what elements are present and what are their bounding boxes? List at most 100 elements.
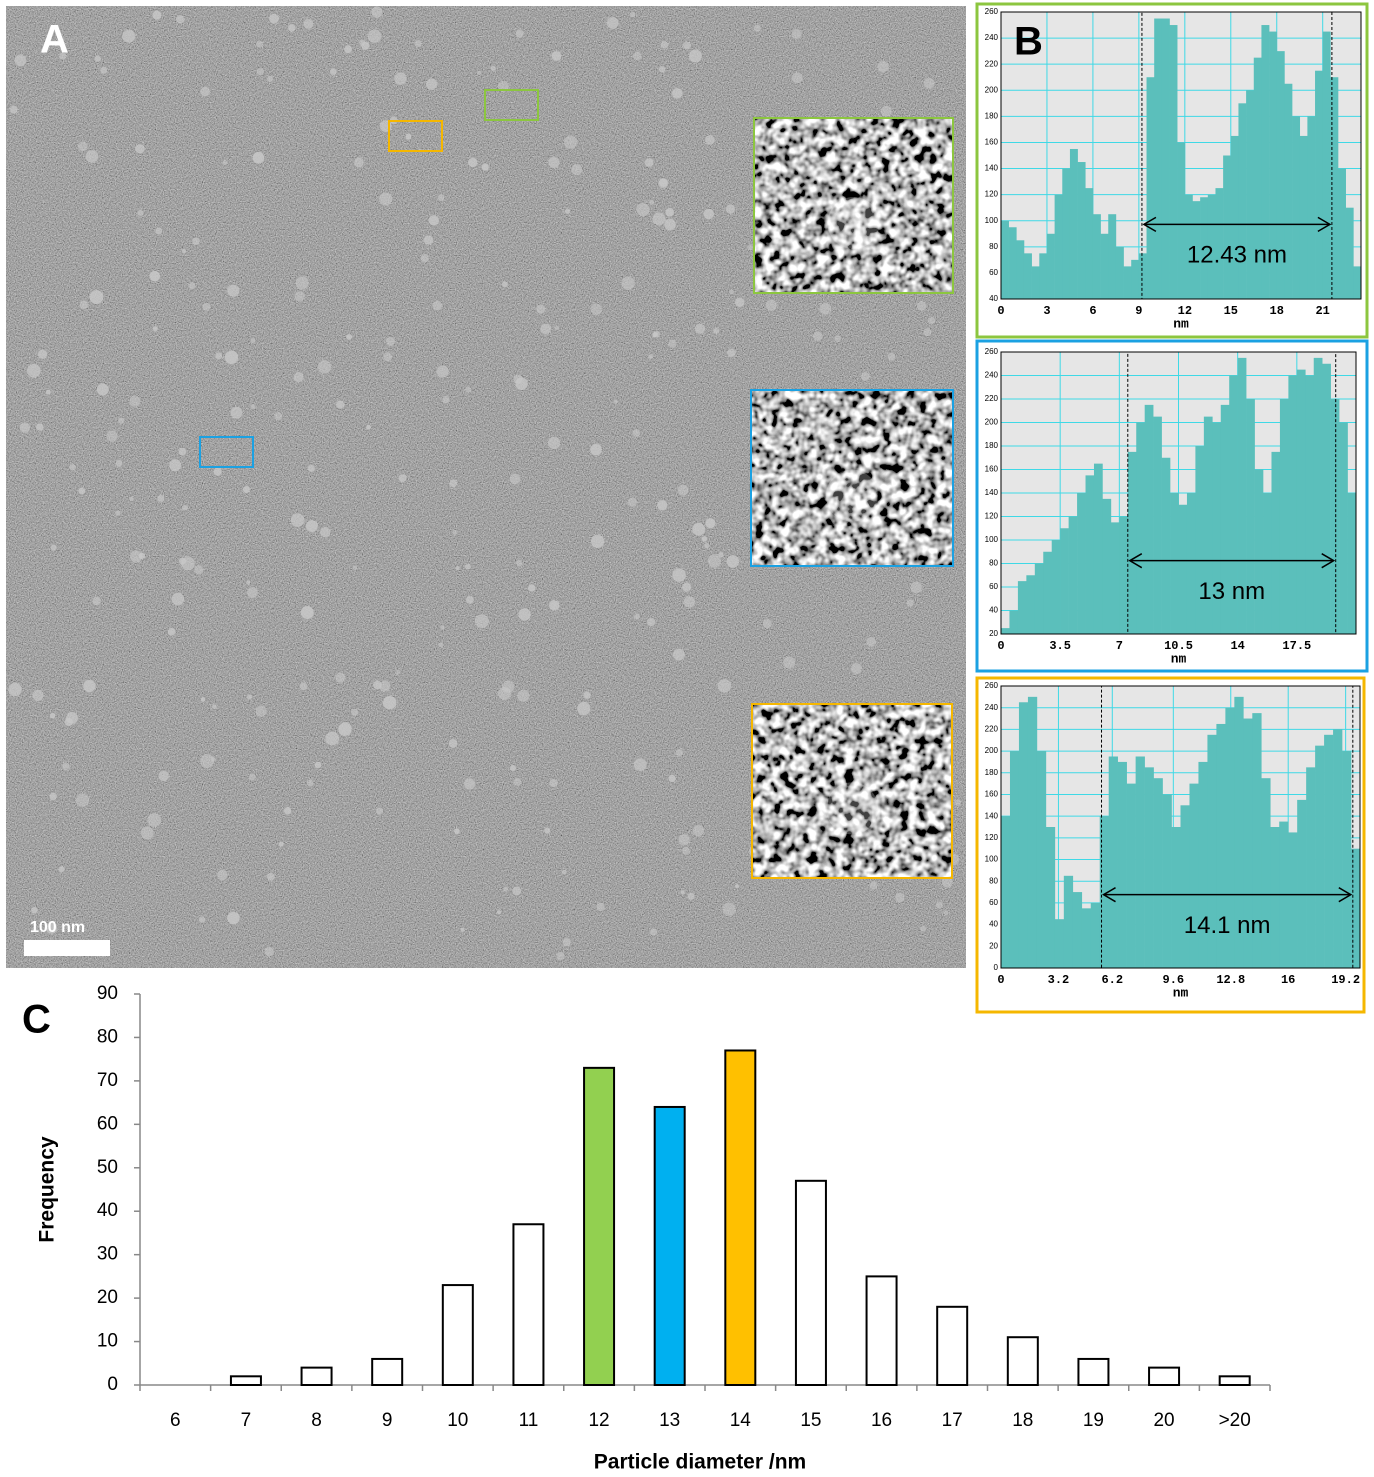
x-axis-label: nm: [1173, 316, 1189, 331]
bar: [794, 1179, 827, 1387]
particle: [694, 323, 706, 334]
particle: [481, 163, 489, 171]
particle: [215, 352, 223, 360]
particle: [200, 86, 210, 97]
particle: [544, 827, 551, 834]
particle: [85, 150, 99, 163]
particle: [325, 731, 340, 746]
y-tick-label: 60: [989, 898, 998, 907]
particle: [379, 192, 393, 206]
particle: [954, 799, 961, 806]
y-tick-label: 120: [985, 512, 999, 521]
measure-box: [1101, 685, 1354, 969]
particle: [278, 841, 284, 847]
particle: [688, 49, 702, 63]
particle: [192, 237, 200, 246]
particle: [463, 778, 476, 790]
x-tick-label: 19.2: [1331, 973, 1360, 987]
particle: [31, 906, 38, 914]
profile-bar: [1054, 919, 1065, 968]
inset-particle: [827, 197, 880, 249]
particle: [305, 520, 318, 533]
bar: [724, 1049, 757, 1386]
profile-bar: [1207, 194, 1216, 299]
y-tick-label: 180: [985, 768, 999, 777]
x-tick-label: 9.6: [1163, 973, 1185, 987]
particle: [75, 793, 90, 807]
particle: [590, 443, 602, 456]
particle: [448, 738, 458, 748]
x-tick-label: 17: [942, 1410, 963, 1431]
selection-box: [484, 89, 539, 121]
profile-bar: [1292, 116, 1301, 299]
inset-image: [754, 118, 953, 293]
particle: [49, 712, 56, 719]
particle: [45, 389, 51, 395]
y-tick-label: 100: [985, 216, 999, 225]
particle: [242, 486, 250, 494]
profile-bar: [1135, 756, 1145, 968]
particle: [423, 235, 434, 245]
y-tick-label: 120: [985, 833, 999, 842]
particle: [222, 160, 228, 166]
y-tick-label: 220: [985, 59, 999, 68]
profile-bar: [1081, 908, 1092, 968]
profile-bar: [1270, 827, 1280, 968]
profile-bar: [1144, 767, 1154, 968]
bar: [583, 1066, 616, 1387]
particle: [692, 522, 706, 536]
x-tick-label: 14: [730, 1410, 752, 1431]
profile-bar: [1062, 168, 1071, 299]
profile-bar: [1034, 563, 1044, 634]
profile-bar: [1313, 357, 1323, 634]
profile-bar: [1238, 103, 1247, 300]
x-tick-label: 16: [871, 1410, 892, 1431]
particle: [528, 584, 536, 592]
profile-bar: [1207, 734, 1217, 968]
particle: [819, 302, 832, 315]
particle: [152, 326, 158, 332]
particle: [726, 555, 740, 568]
particle: [834, 335, 841, 342]
particle: [869, 881, 878, 890]
particle: [490, 65, 497, 72]
profile-bar: [1261, 778, 1271, 968]
profile-bar: [1123, 266, 1132, 299]
particle: [155, 227, 163, 235]
y-tick-label: 160: [985, 465, 999, 474]
particle: [571, 164, 583, 175]
profile-bar: [1189, 783, 1199, 968]
y-tick-label: 100: [985, 535, 999, 544]
x-tick-label: 20: [1153, 1410, 1174, 1431]
particle: [149, 270, 161, 282]
particle: [147, 813, 162, 827]
particle: [621, 276, 635, 290]
particle: [338, 722, 352, 736]
particle: [283, 807, 292, 815]
y-tick-label: 60: [97, 1113, 118, 1134]
particle: [158, 770, 169, 782]
particle: [200, 697, 206, 702]
profile-bar: [1108, 756, 1118, 968]
particle: [465, 386, 472, 393]
x-tick-label: 10: [447, 1410, 468, 1431]
particle: [659, 178, 668, 187]
particle: [536, 304, 546, 314]
profile-bar: [1085, 475, 1095, 634]
particle: [941, 876, 953, 888]
particle: [152, 10, 162, 20]
particle: [78, 487, 86, 495]
profile-bar: [1060, 528, 1069, 634]
profile-bar: [1296, 369, 1306, 634]
particle: [652, 331, 658, 338]
particle: [672, 648, 685, 661]
particle: [227, 284, 240, 297]
particle: [549, 779, 558, 788]
profile-bar: [1036, 751, 1047, 968]
profile-bar: [1092, 214, 1101, 299]
particle: [395, 670, 401, 675]
particle: [561, 869, 567, 875]
profile-bar: [1271, 451, 1281, 634]
particle: [564, 208, 571, 214]
profile-bar: [1138, 253, 1147, 299]
